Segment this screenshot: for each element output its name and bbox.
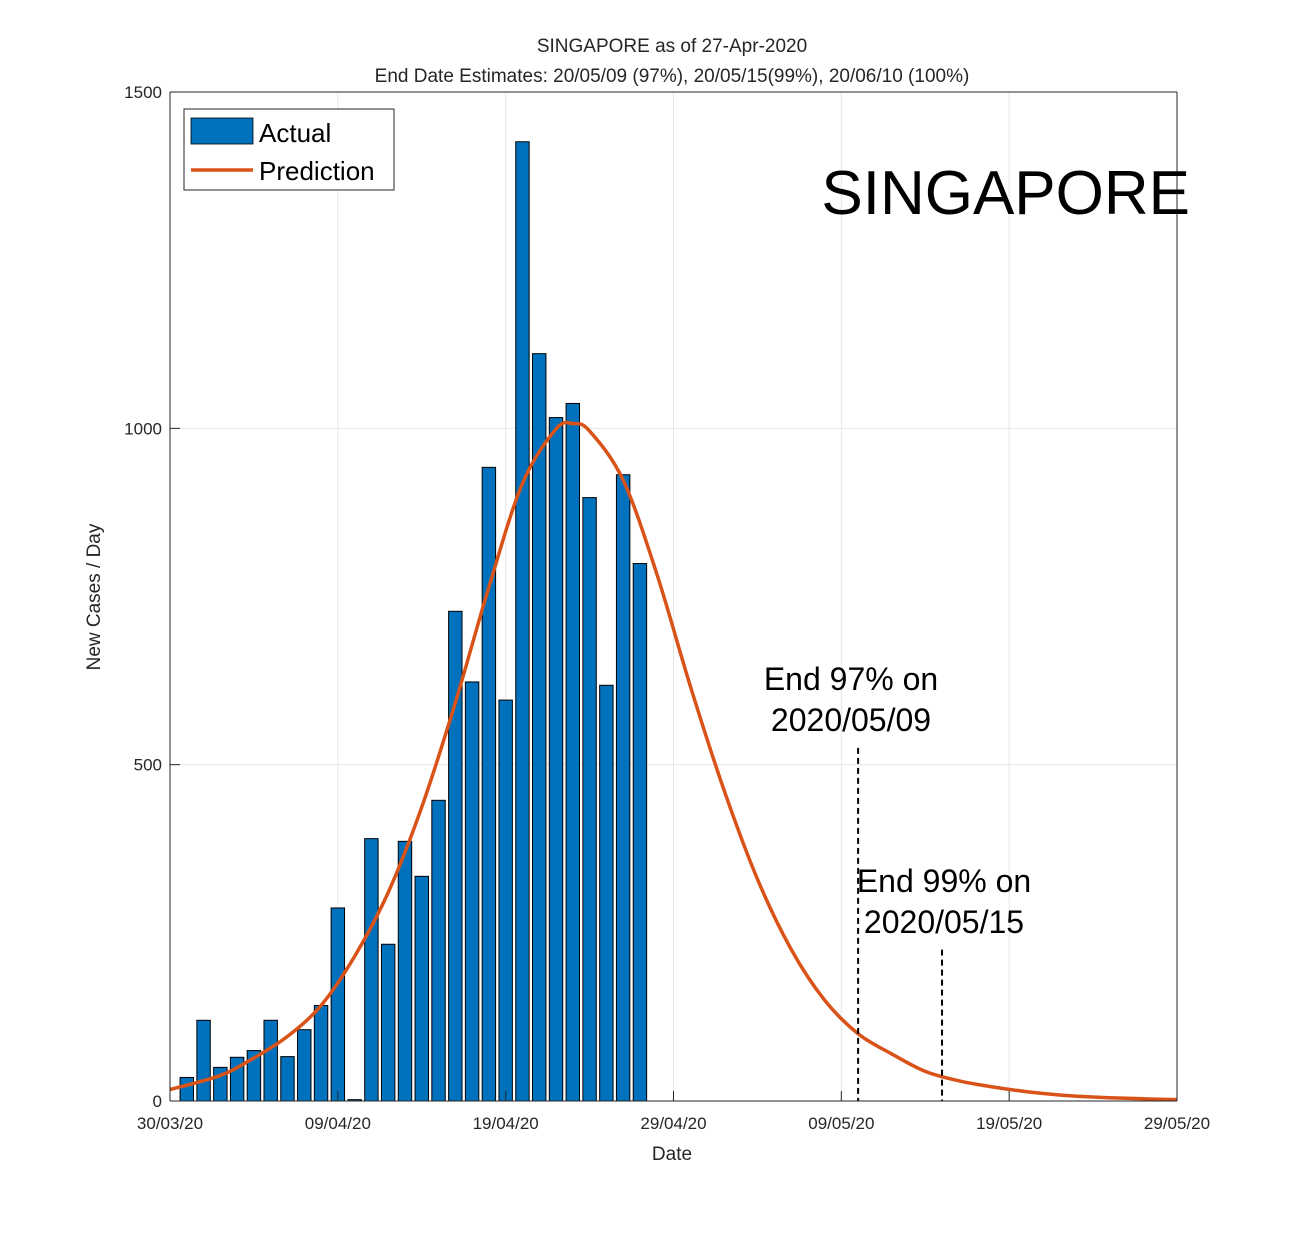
bar-actual [481,466,497,1102]
bar-actual [263,1019,278,1102]
prediction-line [169,420,1178,1102]
bar-actual [582,497,597,1102]
axes: 30/03/20 09/04/20 19/04/20 29/04/20 09/05/20… [124,83,1210,1133]
end-annotation-line2: 2020/05/09 [771,702,931,738]
legend: Actual Prediction [183,108,395,191]
x-tick-label: 29/04/20 [640,1114,706,1133]
end-annotation-line1: End 97% on [764,661,938,697]
x-tick-label: 09/05/20 [808,1114,874,1133]
actual-bars [179,141,648,1102]
y-tick-label: 500 [134,756,162,775]
bar-actual [565,402,581,1102]
bar-actual [548,417,564,1102]
legend-label-actual: Actual [259,118,331,148]
bar-actual [364,838,379,1102]
x-tick-label: 29/05/20 [1144,1114,1210,1133]
bar-actual [599,684,614,1102]
bar-actual [380,943,396,1102]
x-tick-label: 19/05/20 [976,1114,1042,1133]
country-watermark: SINGAPORE [821,159,1190,228]
bar-actual [297,1029,312,1102]
bar-actual [179,1076,194,1102]
bar-actual [313,1004,329,1102]
bar-actual [280,1056,295,1102]
bar-actual [397,840,413,1102]
y-axis-label: New Cases / Day [84,523,105,670]
bar-actual [615,474,631,1102]
legend-swatch-actual [190,117,254,145]
legend-label-prediction: Prediction [259,156,375,186]
end-annotation-line2: 2020/05/15 [864,904,1024,940]
bar-actual [632,563,648,1102]
end-date-annotations: End 97% on 2020/05/09 End 99% on 2020/05/15 [764,661,1031,1101]
end-annotation-line1: End 99% on [857,863,1031,899]
bar-actual [414,875,429,1102]
y-tick-label: 0 [153,1092,162,1111]
bar-actual [515,141,530,1102]
x-tick-label: 09/04/20 [305,1114,371,1133]
x-axis-label: Date [652,1144,692,1165]
prediction-line-group [169,420,1178,1102]
chart-title: SINGAPORE as of 27-Apr-2020 [537,36,807,57]
bar-actual [532,353,547,1102]
x-tick-label: 30/03/20 [137,1114,203,1133]
y-tick-label: 1500 [124,83,162,102]
bar-actual [431,799,446,1102]
bar-actual [498,699,513,1102]
bar-actual [330,907,346,1102]
chart-subtitle: End Date Estimates: 20/05/09 (97%), 20/0… [375,66,970,87]
y-tick-label: 1000 [124,419,162,438]
bar-actual [196,1019,211,1102]
bar-actual [464,681,480,1102]
x-tick-label: 19/04/20 [473,1114,539,1133]
